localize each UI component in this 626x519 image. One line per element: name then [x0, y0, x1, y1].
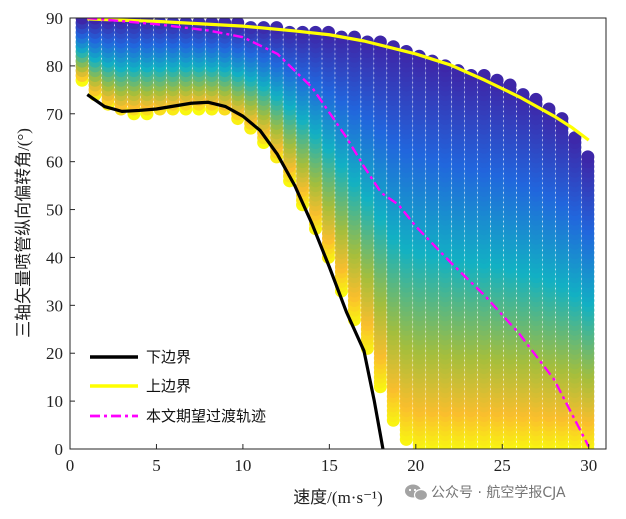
y-tick-label: 20 — [46, 344, 63, 363]
x-axis-title: 速度/(m·s⁻¹) — [293, 488, 383, 507]
scatter-point — [568, 131, 582, 145]
series-line-1 — [86, 93, 385, 449]
scatter-point — [503, 78, 517, 92]
y-tick-label: 30 — [46, 296, 63, 315]
x-tick-label: 5 — [152, 456, 161, 475]
y-tick-label: 40 — [46, 248, 63, 267]
wechat-icon — [405, 484, 429, 502]
y-tick-label: 10 — [46, 392, 63, 411]
legend: 下边界 上边界 本文期望过渡轨迹 — [90, 348, 266, 425]
boundary-lines — [86, 18, 590, 449]
x-tick-label: 25 — [494, 456, 511, 475]
y-tick-label: 60 — [46, 153, 63, 172]
x-tick-label: 10 — [234, 456, 251, 475]
x-tick-label: 0 — [66, 456, 75, 475]
y-axis-title: 三轴矢量喷管纵向偏转角/(°) — [14, 128, 33, 338]
y-tick-label: 0 — [55, 440, 64, 459]
plot-frame — [69, 17, 607, 450]
scatter-point — [75, 18, 89, 25]
legend-label-upper: 上边界 — [146, 377, 191, 395]
y-tick-label: 80 — [46, 57, 63, 76]
y-tick-label: 70 — [46, 105, 63, 124]
y-tick-label: 50 — [46, 201, 63, 220]
x-tick-label: 15 — [321, 456, 338, 475]
watermark-text: 公众号 · 航空学报CJA — [431, 485, 566, 501]
axis-ticks: 0 5 10 15 20 25 30 0 10 20 30 40 50 60 70 80 90 — [46, 9, 597, 475]
watermark: 公众号 · 航空学报CJA — [405, 484, 566, 502]
x-tick-label: 20 — [407, 456, 424, 475]
x-tick-label: 30 — [580, 456, 597, 475]
scatter-point — [581, 150, 595, 164]
legend-label-desired: 本文期望过渡轨迹 — [146, 407, 266, 425]
y-tick-label: 90 — [46, 9, 63, 28]
legend-label-lower: 下边界 — [146, 348, 191, 366]
series-line-2 — [87, 18, 590, 142]
